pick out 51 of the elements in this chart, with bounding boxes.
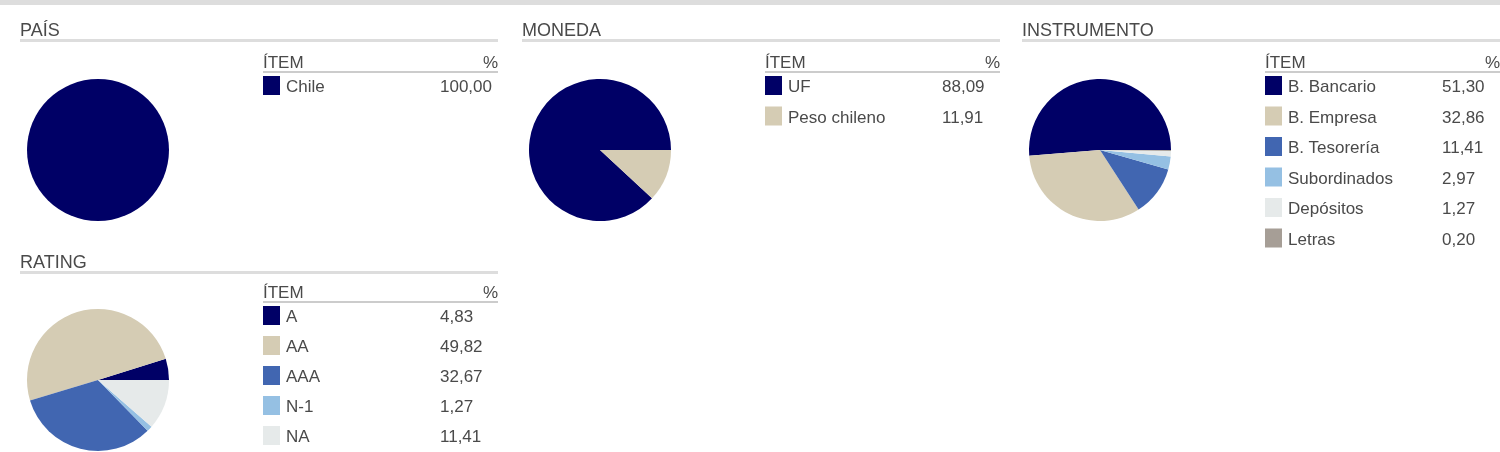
legend-label: AAA [286, 367, 321, 386]
data-label: 4,83 [440, 307, 474, 326]
data-label: 51,30 [1442, 77, 1485, 96]
chart-title: MONEDA [522, 20, 602, 40]
legend-label: B. Empresa [1288, 107, 1378, 127]
pie-slice [1100, 150, 1171, 170]
data-label: 11,41 [440, 427, 482, 446]
data-label: 49,82 [440, 337, 483, 356]
legend-label: AA [286, 337, 310, 356]
legend-label: Letras [1288, 229, 1336, 249]
legend-label: B. Bancario [1288, 77, 1376, 96]
data-label: 100,00 [440, 77, 492, 96]
legend-label: Depósitos [1288, 199, 1364, 218]
legend-label: Chile [286, 77, 325, 96]
chart-title: PAÍS [20, 20, 60, 40]
chart-title: RATING [20, 252, 87, 272]
data-label: 11,91 [942, 107, 984, 127]
pie-slice [27, 308, 166, 401]
legend-label: N-1 [286, 397, 314, 416]
legend-title: ÍTEM [765, 53, 806, 72]
data-label: 88,09 [942, 77, 985, 96]
legend-title: ÍTEM [263, 283, 304, 302]
data-label: 11,41 [1442, 138, 1484, 157]
data-label: 32,86 [1442, 107, 1485, 127]
pie-slice [1029, 79, 1171, 156]
text: % [482, 283, 498, 302]
pie-slice [1029, 150, 1139, 221]
legend-label: B. Tesorería [1288, 138, 1380, 157]
legend-title: ÍTEM [263, 53, 304, 72]
data-label: 2,97 [1442, 168, 1476, 188]
data-label: 1,27 [440, 397, 474, 416]
legend-label: A [286, 307, 298, 326]
legend-label: Subordinados [1288, 168, 1393, 188]
pie-slice [30, 380, 148, 451]
legend-label: Peso chileno [788, 107, 886, 127]
legend-label: NA [286, 427, 311, 446]
text: % [1484, 53, 1500, 72]
pie-slice [98, 358, 169, 380]
legend-title: ÍTEM [1265, 53, 1306, 72]
pie-slice [98, 380, 169, 427]
pie-slice [98, 380, 152, 431]
chart-title: INSTRUMENTO [1022, 20, 1154, 40]
data-label: 0,20 [1442, 229, 1476, 249]
text: % [984, 53, 1000, 72]
pie-slice [600, 150, 671, 199]
legend-label: UF [788, 77, 811, 96]
text: % [482, 53, 498, 72]
data-label: 1,27 [1442, 199, 1476, 218]
pie-slice [529, 79, 671, 221]
pie-slice [1100, 150, 1169, 210]
data-label: 32,67 [440, 367, 483, 386]
